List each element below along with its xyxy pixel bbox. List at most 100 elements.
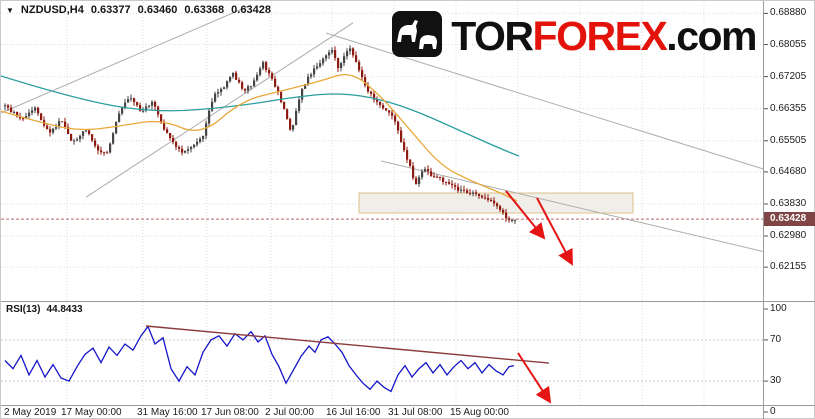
candle-body [118, 113, 121, 122]
candle-body [505, 212, 508, 219]
candle-body [187, 149, 190, 151]
candle-body [145, 106, 148, 111]
candle-body [136, 102, 139, 106]
logo-text-com: .com [666, 13, 757, 59]
candle-body [421, 171, 424, 178]
price-tick-label: 0.65505 [770, 134, 807, 146]
candle-body [304, 84, 307, 89]
candle-body [172, 137, 175, 143]
candle-body [19, 116, 22, 119]
candle-body [499, 206, 502, 210]
time-tick-label: 2 Jul 00:00 [265, 407, 314, 418]
candle-body [352, 48, 355, 56]
rsi-tick-label: 100 [770, 303, 787, 314]
candle-body [169, 133, 172, 138]
candle-body [475, 192, 478, 194]
logo-text: TORFOREX.com [451, 13, 757, 59]
candle-body [133, 98, 136, 103]
candle-body [58, 121, 61, 128]
bear-icon [419, 35, 438, 49]
price-tick-label: 0.68055 [770, 38, 807, 50]
candle-body [394, 115, 397, 122]
candle-body [52, 128, 55, 133]
candle-body [28, 112, 31, 117]
candle-body [469, 192, 472, 194]
candle-body [154, 101, 157, 107]
candle-body [331, 50, 334, 53]
candle-body [244, 88, 247, 91]
candle-body [307, 76, 310, 85]
time-axis[interactable]: 2 May 2019 17 May 00:00 31 May 16:00 17 Jun… [1, 407, 763, 419]
candle-body [40, 113, 43, 120]
rsi-tick-label: 30 [770, 375, 782, 387]
candle-body [334, 50, 337, 58]
candle-body [418, 177, 421, 185]
trendline [380, 160, 764, 252]
candle-body [178, 146, 181, 149]
candle-body [166, 129, 169, 133]
candle-body [286, 109, 289, 119]
rsi-tick-label: 0 [770, 406, 776, 417]
candle-body [262, 62, 265, 69]
quote-high-value: 0.63460 [137, 4, 178, 16]
candle-body [382, 105, 385, 109]
time-tick-label: 17 May 00:00 [61, 407, 122, 418]
time-tick-label: 15 Aug 00:00 [450, 407, 509, 418]
rsi-line [4, 325, 515, 393]
candle-body [454, 185, 457, 187]
candle-body [265, 62, 268, 70]
candle-body [88, 130, 91, 134]
candle-body [373, 93, 376, 100]
forecast-arrow [536, 197, 573, 266]
candle-body [328, 52, 331, 56]
candle-body [82, 131, 85, 136]
candle-body [106, 152, 109, 154]
candle-body [406, 150, 409, 160]
candle-body [376, 99, 379, 102]
rsi-indicator-name: RSI(13) [6, 304, 41, 315]
candle-body [487, 198, 490, 200]
trendline [85, 22, 354, 198]
candle-body [433, 175, 436, 177]
time-tick-label: 2 May 2019 [4, 407, 57, 418]
candle-body [271, 73, 274, 79]
candle-body [163, 122, 166, 130]
candle-body [76, 139, 79, 141]
candle-body [73, 140, 76, 142]
candle-body [463, 189, 466, 191]
price-tick-label: 0.66355 [770, 102, 807, 114]
candle-body [181, 148, 184, 153]
forecast-arrow [505, 190, 546, 240]
candle-body [301, 88, 304, 100]
candle-body [436, 176, 439, 178]
candle-body [205, 123, 208, 136]
candle-body [217, 92, 220, 94]
candle-body [340, 63, 343, 68]
candle-body [289, 119, 292, 130]
candle-body [370, 91, 373, 94]
candle-body [337, 58, 340, 68]
symbol-dropdown-icon[interactable]: ▼ [6, 5, 14, 15]
candle-body [514, 219, 517, 221]
candle-body [184, 150, 187, 153]
bull-icon [397, 20, 419, 42]
candle-body [49, 129, 52, 133]
current-price-label: 0.63428 [770, 213, 807, 225]
candle-body [199, 138, 202, 142]
price-tick-label: 0.63830 [770, 197, 807, 209]
candle-body [64, 121, 67, 127]
candle-body [193, 144, 196, 148]
candle-body [385, 108, 388, 111]
candle-body [124, 102, 127, 107]
candle-body [214, 93, 217, 102]
trendline [1, 4, 252, 114]
candle-body [91, 134, 94, 141]
candle-body [103, 152, 106, 154]
candle-body [457, 186, 460, 191]
candle-body [7, 105, 10, 108]
candle-body [220, 88, 223, 93]
price-axis[interactable]: 0.63428 0.68880 0.68055 0.67205 0.66355 0.65… [764, 1, 815, 419]
price-tick-label: 0.68880 [770, 7, 807, 19]
